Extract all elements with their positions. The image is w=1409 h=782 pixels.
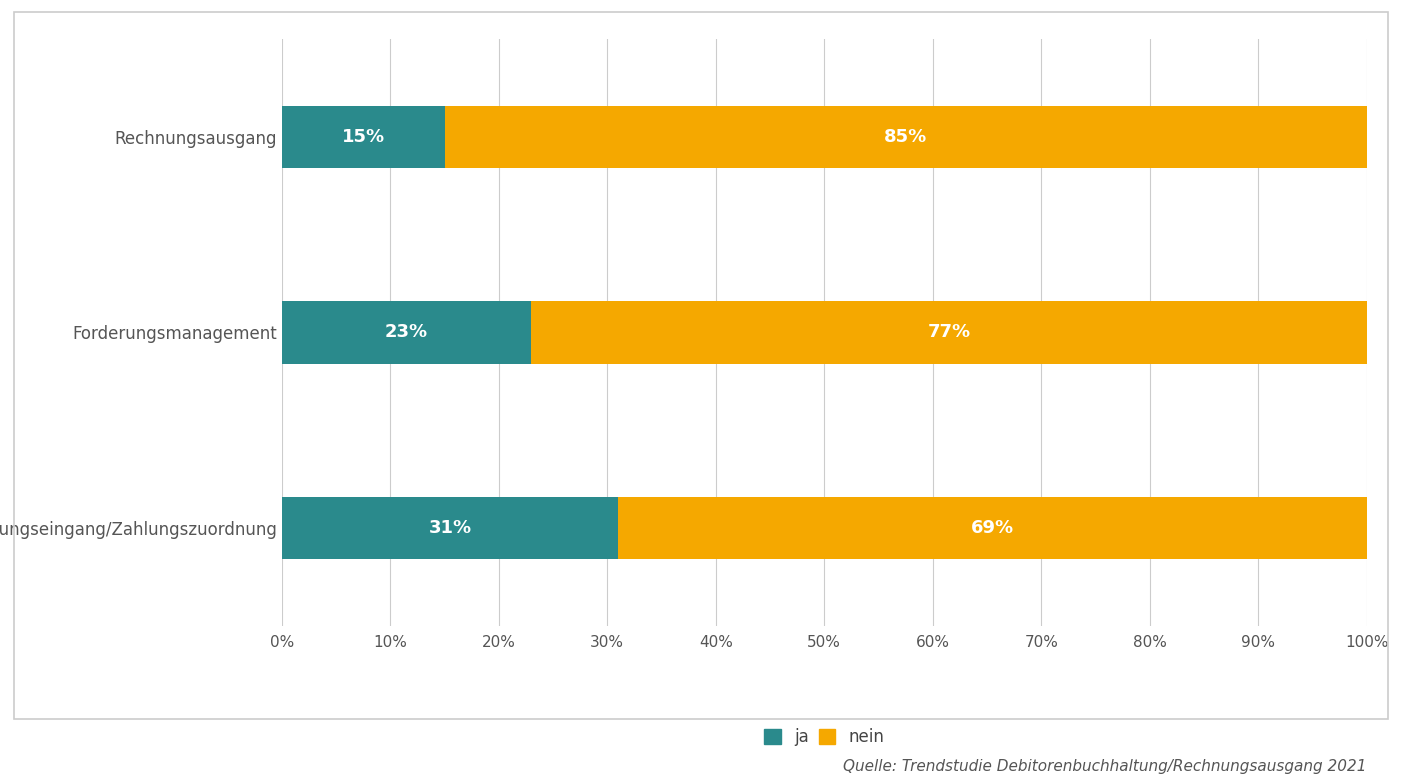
Bar	[531, 301, 1367, 364]
Text: 85%: 85%	[883, 127, 927, 146]
Bar	[282, 106, 445, 168]
Text: 77%: 77%	[927, 323, 971, 342]
Bar	[445, 106, 1367, 168]
Bar	[282, 497, 619, 559]
Text: Quelle: Trendstudie Debitorenbuchhaltung/Rechnungsausgang 2021: Quelle: Trendstudie Debitorenbuchhaltung…	[843, 759, 1367, 774]
Legend: ja, nein: ja, nein	[764, 728, 885, 746]
Text: 15%: 15%	[341, 127, 385, 146]
Bar	[619, 497, 1367, 559]
Text: 31%: 31%	[428, 518, 472, 537]
Bar	[282, 301, 531, 364]
Text: 69%: 69%	[971, 518, 1014, 537]
Text: 23%: 23%	[385, 323, 428, 342]
